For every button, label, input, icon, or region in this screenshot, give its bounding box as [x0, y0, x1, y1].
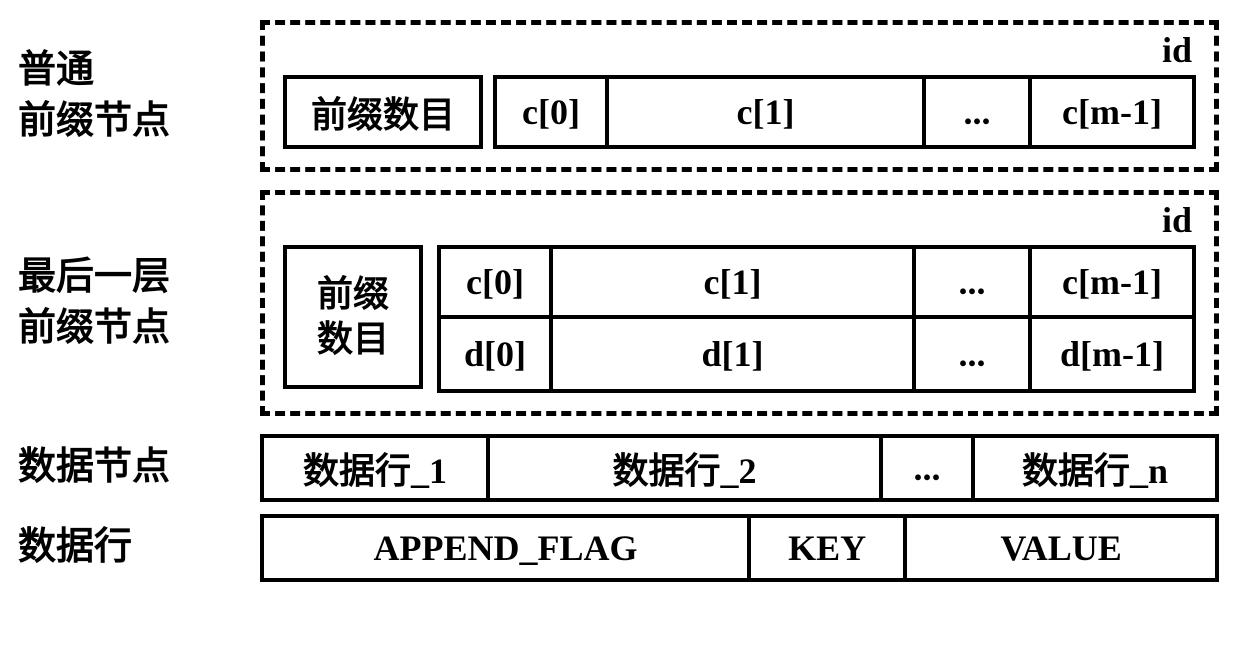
cell-append-flag: APPEND_FLAG [260, 514, 751, 582]
cell-ellipsis: ... [912, 319, 1032, 393]
cell-key: KEY [747, 514, 907, 582]
cell-dm1: d[m-1] [1028, 319, 1196, 393]
diagram-normal-prefix: id 前缀数目 c[0] c[1] ... c[m-1] [260, 20, 1219, 172]
cell-cm1: c[m-1] [1028, 75, 1196, 149]
row-last-layer-prefix-node: 最后一层 前缀节点 id 前缀 数目 c[0] c[1] ... c[m-1] … [10, 190, 1219, 416]
label-last-layer-prefix: 最后一层 前缀节点 [10, 252, 260, 355]
cell-value: VALUE [903, 514, 1219, 582]
dashed-container: id 前缀数目 c[0] c[1] ... c[m-1] [260, 20, 1219, 172]
cell-ellipsis: ... [922, 75, 1032, 149]
cells-row: 前缀数目 c[0] c[1] ... c[m-1] [283, 75, 1196, 149]
cell-cm1: c[m-1] [1028, 245, 1196, 319]
cells-row-top: c[0] c[1] ... c[m-1] [437, 245, 1196, 319]
two-row-group: c[0] c[1] ... c[m-1] d[0] d[1] ... d[m-1… [437, 245, 1196, 393]
cell-c1: c[1] [549, 245, 916, 319]
diagram-data-node: 数据行_1 数据行_2 ... 数据行_n [260, 434, 1219, 502]
cells-row-bottom: d[0] d[1] ... d[m-1] [437, 319, 1196, 393]
id-label: id [1162, 199, 1192, 241]
dashed-container: id 前缀 数目 c[0] c[1] ... c[m-1] d[0] d[1] … [260, 190, 1219, 416]
label-normal-prefix: 普通 前缀节点 [10, 45, 260, 148]
id-label: id [1162, 29, 1192, 71]
diagram-last-layer-prefix: id 前缀 数目 c[0] c[1] ... c[m-1] d[0] d[1] … [260, 190, 1219, 416]
cell-c0: c[0] [493, 75, 609, 149]
cell-data-row-2: 数据行_2 [486, 434, 883, 502]
row-normal-prefix-node: 普通 前缀节点 id 前缀数目 c[0] c[1] ... c[m-1] [10, 20, 1219, 172]
cells-row: 数据行_1 数据行_2 ... 数据行_n [260, 434, 1219, 502]
diagram-data-row: APPEND_FLAG KEY VALUE [260, 514, 1219, 582]
cell-prefix-count-tall: 前缀 数目 [283, 245, 423, 389]
cell-d1: d[1] [549, 319, 916, 393]
cell-prefix-count: 前缀数目 [283, 75, 483, 149]
cell-data-row-1: 数据行_1 [260, 434, 490, 502]
label-data-row: 数据行 [10, 522, 260, 573]
label-data-node: 数据节点 [10, 442, 260, 493]
cell-c0: c[0] [437, 245, 553, 319]
row-data-row: 数据行 APPEND_FLAG KEY VALUE [10, 514, 1219, 582]
cell-c1: c[1] [605, 75, 926, 149]
cell-data-row-n: 数据行_n [971, 434, 1219, 502]
cell-ellipsis: ... [912, 245, 1032, 319]
cell-ellipsis: ... [879, 434, 975, 502]
cells-row: APPEND_FLAG KEY VALUE [260, 514, 1219, 582]
row-data-node: 数据节点 数据行_1 数据行_2 ... 数据行_n [10, 434, 1219, 502]
cell-d0: d[0] [437, 319, 553, 393]
